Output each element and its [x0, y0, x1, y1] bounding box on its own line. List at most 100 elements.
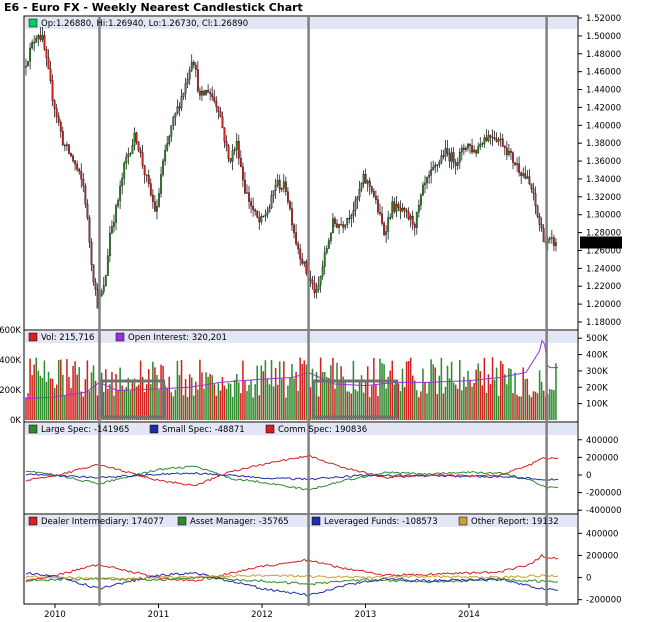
volume-y-tick-label-left: 600K — [0, 326, 21, 336]
candle-body — [548, 237, 551, 240]
volume-bar — [76, 374, 78, 420]
cot-y-tick-label: 200000 — [586, 551, 618, 561]
candle-body — [454, 162, 457, 166]
price-y-tick-label: 1.42000 — [586, 103, 621, 113]
cot-legend-swatch — [28, 424, 38, 434]
candle-body — [479, 143, 482, 147]
volume-bar — [41, 377, 44, 420]
cot-y-tick-label: -200000 — [586, 489, 622, 499]
candle-body — [196, 69, 199, 92]
candle-body — [90, 242, 93, 265]
candle-body — [80, 171, 83, 180]
volume-bar — [55, 384, 58, 420]
volume-bar — [68, 376, 70, 420]
volume-bar — [188, 374, 191, 420]
candle-body — [137, 141, 140, 151]
candle-body — [530, 183, 533, 190]
volume-bar — [137, 384, 140, 420]
cot-series-line — [25, 571, 559, 597]
candle-body — [434, 164, 437, 168]
candle-body — [282, 181, 285, 189]
cot-y-tick-label: -400000 — [586, 506, 622, 516]
candle-body — [145, 174, 148, 176]
volume-bar — [172, 396, 175, 420]
volume-y-tick-label-right: 500K — [586, 334, 608, 344]
volume-bar — [350, 393, 353, 420]
volume-bar — [514, 372, 516, 420]
candle-body — [213, 96, 216, 102]
candle-body — [33, 42, 36, 44]
volume-bar — [362, 392, 365, 420]
price-y-tick-label: 1.38000 — [586, 139, 621, 149]
x-tick-label: 2011 — [148, 610, 170, 620]
candle-body — [462, 147, 465, 150]
volume-bar — [383, 364, 385, 420]
volume-bar — [504, 374, 506, 420]
volume-bar — [160, 364, 162, 420]
candle-body — [178, 106, 181, 109]
volume-bar — [233, 379, 236, 420]
volume-bar — [25, 397, 27, 420]
volume-bar — [82, 396, 85, 420]
x-tick-label: 2012 — [251, 610, 273, 620]
cot-legend-text: Comm Spec: 190836 — [278, 425, 367, 435]
candle-body — [510, 150, 512, 153]
volume-bar — [299, 357, 301, 420]
volume-bar — [393, 384, 396, 420]
candle-body — [403, 208, 406, 211]
price-y-tick-label: 1.20000 — [586, 300, 621, 310]
volume-bar — [88, 391, 91, 420]
volume-bar — [528, 394, 531, 420]
volume-y-tick-label-right: 400K — [586, 351, 608, 361]
volume-bar — [309, 387, 312, 420]
price-y-tick-label: 1.30000 — [586, 211, 621, 221]
candle-body — [47, 57, 50, 69]
candle-body — [186, 78, 189, 84]
candle-body — [465, 148, 467, 150]
candle-body — [88, 217, 91, 243]
volume-bar — [96, 395, 99, 420]
candle-body — [25, 65, 27, 68]
volume-bar — [434, 367, 436, 420]
cot-legend-swatch — [311, 516, 321, 526]
candle-body — [278, 180, 281, 190]
candle-body — [27, 61, 29, 67]
volume-bar — [242, 360, 244, 420]
cot-legend-swatch — [177, 516, 187, 526]
x-tick-label: 2013 — [355, 610, 377, 620]
volume-bar — [60, 359, 62, 420]
price-y-tick-label: 1.28000 — [586, 229, 621, 239]
volume-bar — [293, 378, 295, 420]
candle-body — [303, 261, 306, 264]
candle-body — [528, 176, 531, 184]
volume-bar — [190, 377, 193, 420]
candle-body — [379, 212, 381, 214]
candle-body — [276, 180, 279, 186]
candle-body — [74, 160, 77, 165]
candle-body — [475, 149, 478, 154]
volume-bar — [446, 365, 449, 420]
volume-highlight-box — [312, 379, 399, 419]
volume-bar — [27, 393, 29, 420]
volume-bar — [526, 378, 529, 420]
candle-body — [53, 100, 56, 109]
candle-body — [350, 215, 353, 219]
candle-body — [82, 179, 85, 187]
volume-bar — [358, 379, 361, 420]
candle-body — [428, 174, 431, 178]
candle-body — [66, 144, 68, 146]
x-tick-label: 2014 — [458, 610, 480, 620]
price-legend-swatch — [28, 18, 38, 28]
candle-body — [266, 211, 269, 216]
volume-bar — [244, 380, 246, 420]
candle-body — [260, 216, 263, 223]
candle-body — [291, 208, 293, 226]
volume-bar — [250, 379, 252, 420]
candle-body — [436, 164, 439, 166]
volume-bar — [450, 361, 453, 420]
candle-body — [31, 42, 34, 49]
price-y-tick-label: 1.24000 — [586, 264, 621, 274]
candle-body — [115, 205, 117, 223]
candle-body — [344, 224, 347, 228]
candle-body — [207, 90, 210, 93]
